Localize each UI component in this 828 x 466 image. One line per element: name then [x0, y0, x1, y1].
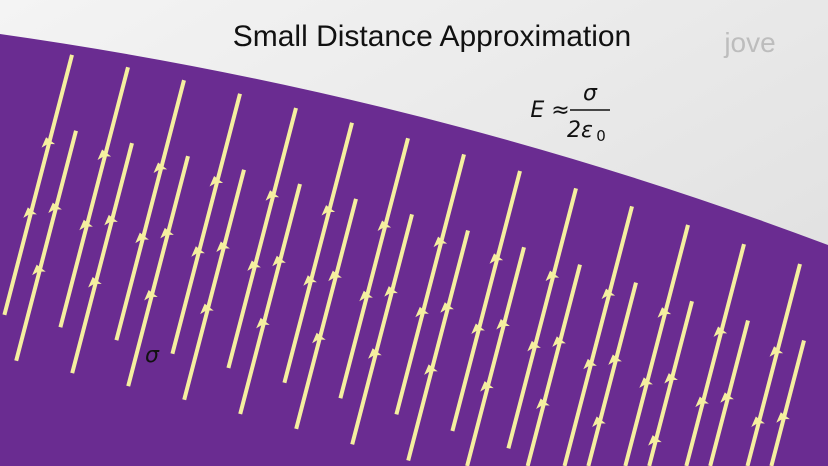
- field-line: [350, 213, 414, 445]
- field-arrow: [648, 435, 662, 446]
- field-line: [338, 137, 410, 399]
- field-arrow: [88, 277, 102, 288]
- field-arrow: [664, 373, 678, 384]
- field-lines: [2, 54, 806, 466]
- field-arrow: [583, 358, 597, 370]
- field-line: [708, 320, 750, 466]
- field-arrow: [720, 392, 734, 403]
- field-line: [450, 170, 522, 432]
- formula-lhs: E ≈: [530, 98, 569, 123]
- field-arrow: [160, 227, 174, 239]
- field-arrow: [489, 253, 504, 264]
- field-arrow: [608, 354, 622, 365]
- field-line: [623, 224, 690, 466]
- title: Small Distance Approximation: [233, 20, 632, 53]
- field-arrow: [256, 317, 270, 329]
- field-arrow: [368, 348, 382, 359]
- field-line: [294, 198, 358, 430]
- field-arrow: [471, 323, 485, 335]
- field-arrow: [48, 202, 62, 214]
- field-arrow: [424, 364, 438, 375]
- field-arrow: [200, 303, 214, 315]
- field-line: [506, 187, 578, 449]
- field-arrow: [153, 162, 168, 173]
- field-arrow: [552, 336, 566, 347]
- field-arrow: [209, 176, 224, 187]
- field-arrow: [440, 302, 454, 313]
- field-line: [238, 183, 302, 415]
- field-arrow: [328, 270, 342, 282]
- field-line: [406, 229, 470, 462]
- field-arrow: [496, 319, 510, 330]
- field-arrow: [480, 381, 494, 392]
- field-arrow: [601, 288, 616, 300]
- field-arrow: [104, 214, 118, 226]
- surface-label: σ: [145, 343, 160, 368]
- field-line: [745, 263, 802, 466]
- field-line: [586, 282, 638, 466]
- field-arrow: [384, 286, 398, 297]
- field-arrow: [79, 219, 93, 231]
- field-arrow: [23, 207, 37, 218]
- field-line: [525, 264, 582, 466]
- field-line: [2, 54, 74, 316]
- field-line: [226, 107, 298, 369]
- field-arrow: [41, 137, 56, 148]
- field-line: [182, 169, 246, 401]
- field-line: [562, 205, 634, 466]
- field-arrow: [144, 290, 158, 301]
- field-arrow: [769, 346, 784, 357]
- field-arrow: [265, 190, 280, 201]
- field-arrow: [359, 290, 373, 302]
- field-line: [14, 130, 78, 362]
- field-arrow: [377, 220, 392, 232]
- formula-denominator: 2ε: [567, 118, 593, 143]
- field-arrow: [592, 416, 606, 428]
- field-line: [58, 66, 130, 328]
- field-arrow: [272, 255, 286, 267]
- field-line: [465, 246, 526, 466]
- field-arrow: [321, 205, 336, 216]
- formula-subscript: 0: [596, 127, 606, 145]
- field-arrow: [527, 340, 541, 352]
- field-arrow: [97, 149, 112, 160]
- field-arrow: [713, 326, 728, 337]
- field-arrow: [695, 396, 709, 408]
- field-arrow: [415, 306, 429, 318]
- field-arrow: [776, 412, 790, 423]
- charged-sheet: [0, 34, 828, 466]
- field-line: [769, 339, 806, 466]
- field-line: [70, 142, 134, 374]
- field-arrow: [751, 416, 765, 427]
- field-arrow: [191, 246, 205, 257]
- field-arrow: [303, 275, 317, 286]
- field-line: [282, 122, 354, 384]
- field-arrow: [545, 270, 560, 282]
- formula-numerator: σ: [583, 81, 598, 106]
- field-line: [684, 243, 746, 466]
- field-arrow: [135, 232, 149, 244]
- field-arrow: [536, 398, 550, 410]
- field-arrow: [247, 260, 261, 271]
- field-arrow: [639, 377, 653, 388]
- field-arrow: [216, 241, 230, 253]
- field-line: [114, 79, 186, 341]
- field-arrow: [312, 332, 326, 344]
- field-line: [394, 153, 466, 415]
- field-arrow: [657, 307, 672, 318]
- field-line: [126, 155, 190, 387]
- logo: jove: [723, 27, 775, 58]
- field-arrow: [32, 264, 46, 276]
- field-line: [170, 93, 242, 355]
- field-arrow: [433, 236, 448, 248]
